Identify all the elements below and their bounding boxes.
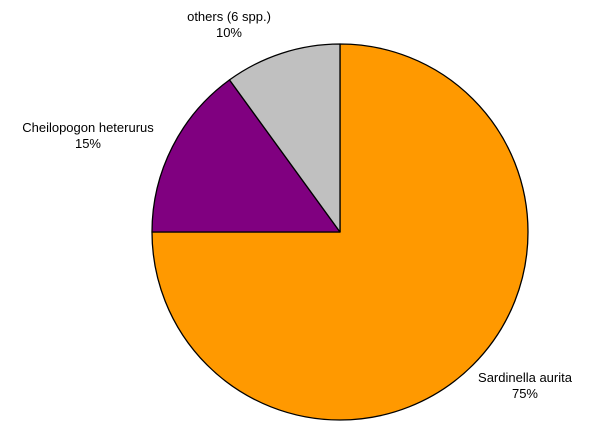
pie-slice-cheilopogon-heterurus — [151, 79, 341, 233]
slice-label-cheilopogon-heterurus: Cheilopogon heterurus 15% — [22, 120, 154, 152]
slice-name-cheilopogon-heterurus: Cheilopogon heterurus — [22, 120, 154, 135]
slice-percent-others: 10% — [215, 25, 243, 40]
slice-name-others: others (6 spp.) — [187, 9, 271, 24]
slice-percent-sardinella-aurita: 75% — [511, 386, 539, 401]
slice-name-sardinella-aurita: Sardinella aurita — [478, 370, 572, 385]
slice-label-sardinella-aurita: Sardinella aurita 75% — [478, 370, 572, 402]
pie-slice-others-6-spp — [228, 43, 341, 233]
slice-label-others: others (6 spp.) 10% — [187, 9, 271, 41]
slice-percent-cheilopogon-heterurus: 15% — [74, 136, 102, 151]
